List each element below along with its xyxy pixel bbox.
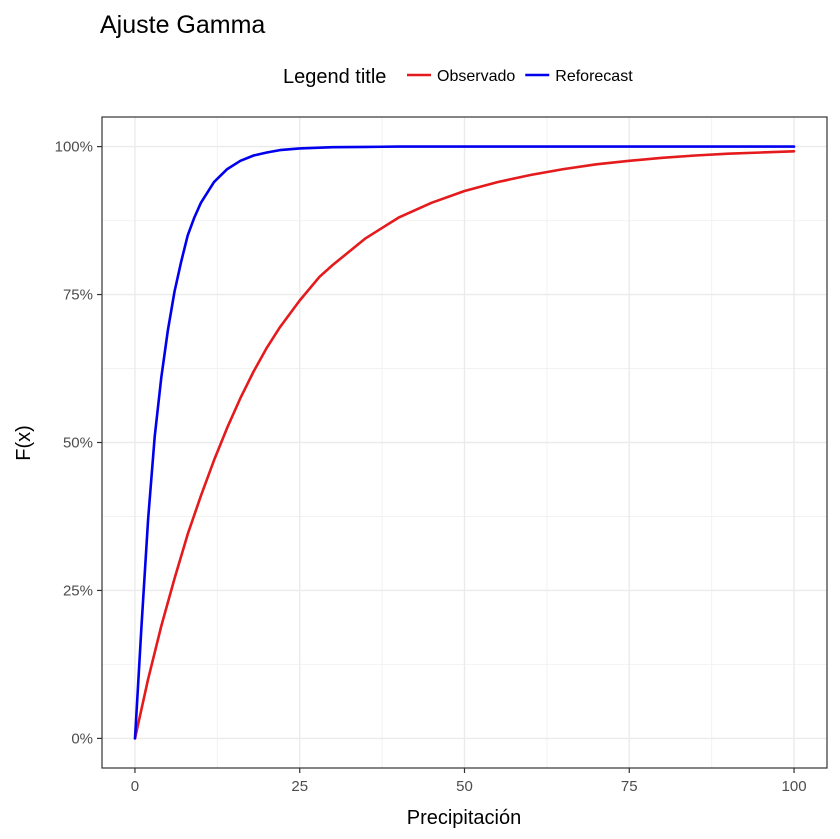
- legend-title: Legend title: [283, 66, 386, 88]
- x-tick-label: 0: [131, 778, 139, 795]
- legend-label-reforecast: Reforecast: [555, 68, 633, 85]
- chart-title: Ajuste Gamma: [100, 11, 265, 39]
- y-axis: 0% 25% 50% 75% 100%: [55, 139, 102, 747]
- x-axis-title: Precipitación: [407, 807, 522, 829]
- y-tick-label: 50%: [63, 435, 93, 452]
- x-axis: 0 25 50 75 100: [131, 768, 807, 795]
- legend-label-observado: Observado: [437, 68, 515, 85]
- series-line-reforecast: [133, 145, 796, 740]
- y-tick-label: 100%: [55, 139, 93, 156]
- y-tick-label: 0%: [71, 730, 93, 747]
- x-tick-label: 100: [782, 778, 807, 795]
- grid-major: [102, 117, 827, 768]
- legend: Legend title Observado Reforecast: [283, 66, 633, 88]
- y-tick-label: 25%: [63, 582, 93, 599]
- x-tick-label: 75: [621, 778, 638, 795]
- plot-panel: [101, 116, 828, 769]
- x-tick-label: 25: [291, 778, 308, 795]
- x-tick-label: 50: [456, 778, 473, 795]
- series-layer: [133, 145, 796, 740]
- y-tick-label: 75%: [63, 287, 93, 304]
- y-axis-title: F(x): [13, 425, 35, 461]
- series-line-observado: [133, 150, 796, 740]
